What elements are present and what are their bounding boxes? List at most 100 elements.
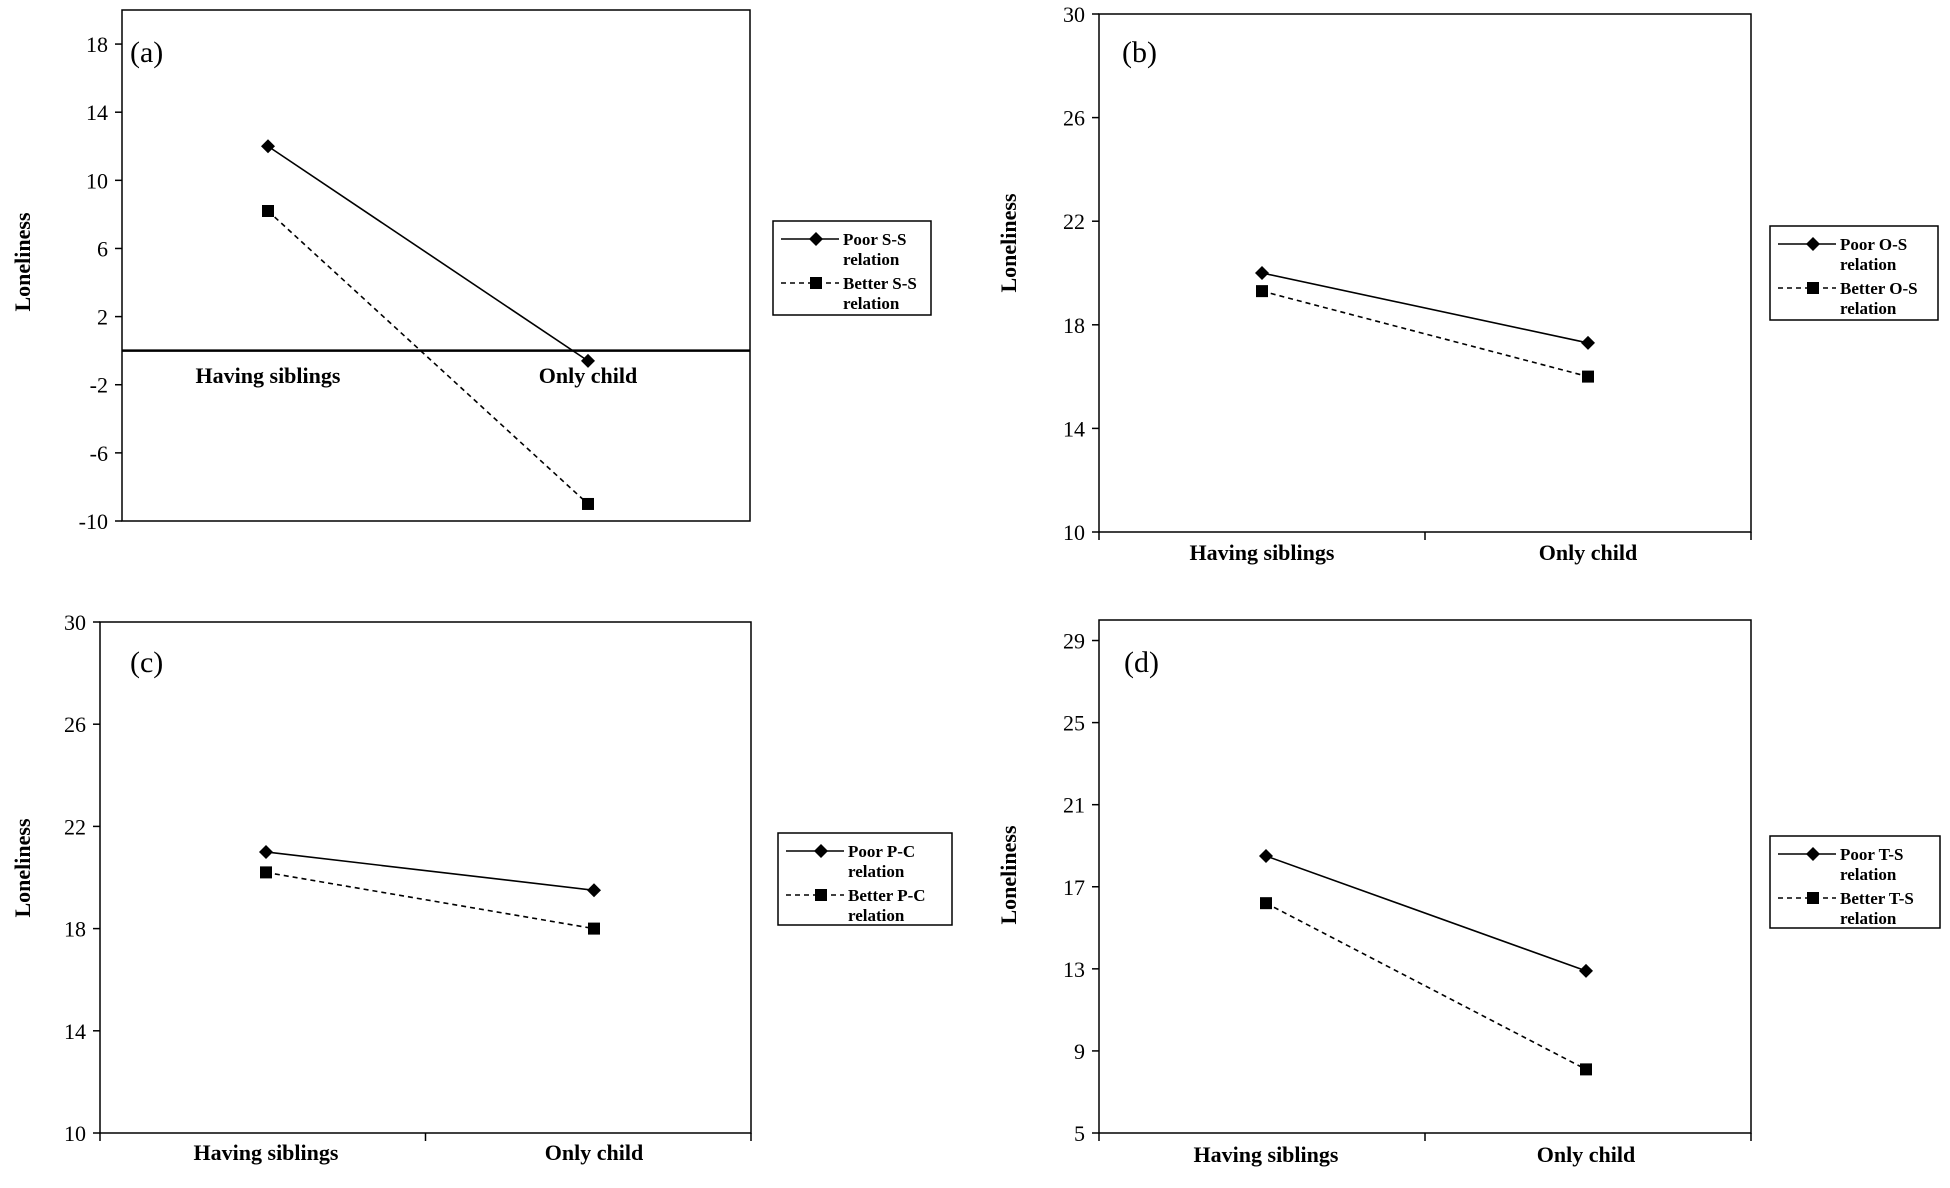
y-tick-label: 29 [1063,629,1085,654]
y-axis-label: Loneliness [10,212,35,311]
legend-marker-diamond [1806,237,1820,251]
legend-label: Better O-S [1840,279,1918,298]
y-tick-label: 26 [64,712,86,737]
y-tick-label: 22 [64,814,86,839]
series-line-1 [1265,902,1587,1071]
legend-label: Poor O-S [1840,235,1907,254]
y-tick-label: -2 [90,373,108,398]
legend-marker-square [1807,892,1819,904]
series-line-0 [267,145,589,362]
data-point-diamond [1581,335,1595,350]
chart-d: 29 25 21 17 13 9 5 Having siblings Only child Lon… [996,619,1941,1167]
y-tick-label: -6 [90,441,108,466]
legend-marker-square [815,889,827,901]
legend-label: relation [1840,255,1897,274]
y-tick-label: 5 [1074,1121,1085,1146]
x-category-label: Only child [545,1140,643,1165]
y-tick-label: 10 [64,1121,86,1146]
legend-label: Better T-S [1840,889,1914,908]
legend-label: relation [1840,299,1897,318]
y-tick-label: 21 [1063,793,1085,818]
data-point-square [262,204,274,217]
legend-label: Poor S-S [843,230,906,249]
y-tick-label: 18 [64,917,86,942]
data-point-square [582,497,594,510]
legend-label: Poor P-C [848,842,915,861]
y-tick-label: 14 [86,100,108,125]
y-tick-label: 10 [86,168,108,193]
data-point-diamond [1259,848,1273,863]
series-line-1 [1261,290,1589,378]
legend-label: relation [848,862,905,881]
series-line-0 [1261,272,1589,344]
plot-area [99,621,752,1134]
series-line-1 [267,210,589,505]
data-point-square [1260,897,1272,910]
y-tick-label: 6 [97,236,108,261]
y-tick-label: 14 [64,1019,86,1044]
y-tick-label: 22 [1063,209,1085,234]
y-tick-label: 26 [1063,106,1085,131]
data-point-square [588,922,600,935]
legend-marker-diamond [1806,847,1820,861]
x-category-label: Having siblings [194,1140,339,1165]
legend-box [777,832,953,926]
data-point-square [1582,370,1594,383]
plot-area [1098,619,1752,1134]
legend-box [1769,225,1939,321]
series-line-1 [265,871,595,930]
legend-label: relation [1840,909,1897,928]
y-axis-label: Loneliness [10,818,35,917]
legend-marker-diamond [809,232,823,246]
y-tick-label: 9 [1074,1039,1085,1064]
legend-label: relation [848,906,905,925]
plot-area [121,9,751,522]
data-point-diamond [587,883,601,898]
data-point-diamond [261,139,275,154]
legend-label: relation [1840,865,1897,884]
legend-label: Better S-S [843,274,917,293]
plot-area [1098,13,1752,533]
y-tick-label: -10 [79,509,108,534]
y-tick-label: 14 [1063,416,1085,441]
legend-label: relation [843,294,900,313]
y-tick-label: 25 [1063,711,1085,736]
y-tick-label: 18 [86,32,108,57]
panel-label: (d) [1124,646,1159,679]
data-point-square [1580,1063,1592,1076]
data-point-square [1256,285,1268,298]
chart-c: 30 26 22 18 14 10 Having siblings Only child Lon… [10,610,953,1165]
x-category-label: Only child [1539,540,1637,565]
x-category-label: Only child [1537,1142,1635,1167]
series-line-0 [265,851,595,892]
y-tick-label: 2 [97,305,108,330]
legend-label: relation [843,250,900,269]
data-point-diamond [581,353,595,368]
y-axis-label: Loneliness [996,193,1021,292]
panel-label: (b) [1122,36,1157,69]
y-tick-label: 13 [1063,957,1085,982]
chart-b: 30 26 22 18 14 10 Having siblings Only child Lon… [996,2,1939,565]
y-tick-label: 10 [1063,520,1085,545]
legend-label: Better P-C [848,886,926,905]
data-point-diamond [1579,963,1593,978]
legend-box [772,220,932,316]
y-tick-label: 30 [64,610,86,635]
legend-marker-square [810,277,822,289]
series-line-0 [1265,855,1587,972]
panel-label: (a) [130,36,163,69]
x-category-label: Having siblings [1194,1142,1339,1167]
legend-label: Poor T-S [1840,845,1903,864]
x-category-label: Having siblings [1190,540,1335,565]
x-category-label: Having siblings [196,363,341,388]
data-point-diamond [259,844,273,859]
legend-marker-diamond [814,844,828,858]
panel-label: (c) [130,646,163,679]
y-tick-label: 30 [1063,2,1085,27]
